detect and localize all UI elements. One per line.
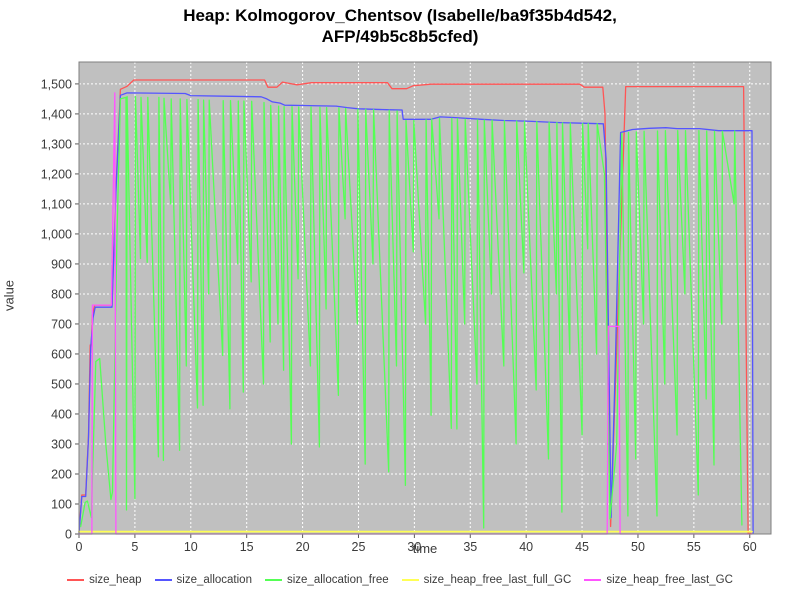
legend-item-size_allocation_free: size_allocation_free <box>264 574 389 586</box>
y-tick-label: 100 <box>51 497 72 511</box>
y-tick-label: 800 <box>51 287 72 301</box>
y-tick-label: 200 <box>51 467 72 481</box>
y-tick-label: 500 <box>51 377 72 391</box>
series-line-size_allocation_free <box>80 95 743 529</box>
x-tick-label: 30 <box>407 540 421 554</box>
x-tick-label: 50 <box>631 540 645 554</box>
x-tick-label: 25 <box>352 540 366 554</box>
y-tick-label: 300 <box>51 437 72 451</box>
legend-swatch-size_heap_free_last_full_GC <box>401 579 419 581</box>
legend-label: size_allocation <box>176 574 252 586</box>
x-tick-label: 60 <box>743 540 757 554</box>
y-tick-label: 900 <box>51 257 72 271</box>
y-tick-label: 1,400 <box>41 107 72 121</box>
legend-item-size_heap_free_last_GC: size_heap_free_last_GC <box>584 574 733 586</box>
x-tick-label: 55 <box>687 540 701 554</box>
y-tick-label: 1,000 <box>41 227 72 241</box>
legend-label: size_allocation_free <box>286 574 389 586</box>
x-tick-label: 15 <box>240 540 254 554</box>
plot-border <box>78 61 772 535</box>
legend-label: size_heap_free_last_full_GC <box>423 574 572 586</box>
x-tick-label: 10 <box>184 540 198 554</box>
legend-swatch-size_heap <box>67 579 85 581</box>
x-axis-label: time <box>412 541 438 556</box>
y-tick-label: 1,500 <box>41 77 72 91</box>
x-tick-label: 20 <box>296 540 310 554</box>
y-tick-label: 1,200 <box>41 167 72 181</box>
legend-swatch-size_heap_free_last_GC <box>584 579 602 581</box>
x-tick-label: 40 <box>519 540 533 554</box>
legend-swatch-size_allocation <box>154 579 172 581</box>
x-tick-label: 0 <box>76 540 83 554</box>
plot-area <box>79 62 771 534</box>
y-tick-label: 400 <box>51 407 72 421</box>
legend-item-size_heap: size_heap <box>67 574 142 586</box>
y-tick-label: 600 <box>51 347 72 361</box>
legend-swatch-size_allocation_free <box>264 579 282 581</box>
x-tick-label: 45 <box>575 540 589 554</box>
y-tick-label: 1,100 <box>41 197 72 211</box>
x-tick-label: 35 <box>463 540 477 554</box>
legend-item-size_allocation: size_allocation <box>154 574 252 586</box>
chart-title-line2: AFP/49b5c8b5cfed) <box>321 27 479 46</box>
chart-legend: size_heap size_allocation size_allocation_… <box>0 574 800 586</box>
legend-label: size_heap <box>89 574 142 586</box>
chart-title: Heap: Kolmogorov_Chentsov (Isabelle/ba9f… <box>0 5 800 47</box>
y-tick-label: 700 <box>51 317 72 331</box>
x-tick-label: 5 <box>131 540 138 554</box>
chart-title-line1: Heap: Kolmogorov_Chentsov (Isabelle/ba9f… <box>183 6 617 25</box>
legend-label: size_heap_free_last_GC <box>606 574 733 586</box>
y-tick-label: 0 <box>65 528 72 542</box>
legend-item-size_heap_free_last_full_GC: size_heap_free_last_full_GC <box>401 574 572 586</box>
y-tick-label: 1,300 <box>41 137 72 151</box>
